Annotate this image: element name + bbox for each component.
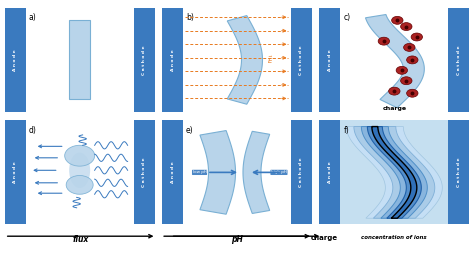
Polygon shape (69, 20, 90, 99)
Text: d): d) (29, 126, 36, 134)
Ellipse shape (66, 175, 93, 194)
Circle shape (411, 33, 422, 41)
Text: A n o d e: A n o d e (171, 162, 174, 183)
Text: e): e) (186, 126, 194, 134)
Bar (5, 120, 26, 224)
Polygon shape (354, 127, 435, 218)
Polygon shape (346, 127, 442, 218)
Bar (291, 120, 312, 224)
Polygon shape (361, 127, 427, 218)
Text: $\vec{E}$: $\vec{E}$ (267, 55, 273, 66)
Circle shape (401, 23, 412, 31)
Circle shape (378, 37, 390, 45)
Circle shape (396, 66, 408, 74)
Text: A n o d e: A n o d e (328, 162, 332, 183)
Text: f): f) (343, 126, 349, 134)
Text: C a t h o d e: C a t h o d e (142, 158, 146, 187)
Bar (134, 120, 155, 224)
Text: pH: pH (231, 235, 243, 244)
Text: concentration of ions: concentration of ions (361, 235, 426, 240)
Text: charge: charge (382, 106, 406, 111)
Circle shape (407, 89, 418, 97)
Text: A n o d e: A n o d e (13, 162, 17, 183)
Text: C a t h o d e: C a t h o d e (142, 45, 146, 75)
Text: flux: flux (73, 235, 89, 244)
Text: C a t h o d e: C a t h o d e (457, 158, 461, 187)
Text: high pH: high pH (271, 170, 287, 174)
Polygon shape (200, 130, 236, 214)
Bar (134, 8, 155, 112)
Text: A n o d e: A n o d e (328, 49, 332, 71)
Text: C a t h o d e: C a t h o d e (300, 45, 303, 75)
Bar (5, 8, 26, 112)
Circle shape (407, 56, 418, 64)
Text: a): a) (29, 13, 36, 22)
Polygon shape (372, 127, 417, 218)
Bar (319, 120, 340, 224)
Text: c): c) (343, 13, 350, 22)
Bar (319, 8, 340, 112)
Bar (162, 8, 183, 112)
Bar (448, 8, 469, 112)
Text: C a t h o d e: C a t h o d e (300, 158, 303, 187)
Circle shape (401, 77, 412, 85)
Text: low pH: low pH (192, 170, 207, 174)
Text: A n o d e: A n o d e (171, 49, 174, 71)
Bar (448, 120, 469, 224)
Circle shape (404, 43, 415, 51)
Polygon shape (365, 15, 424, 108)
Text: charge: charge (311, 235, 338, 241)
Text: A n o d e: A n o d e (13, 49, 17, 71)
Circle shape (389, 87, 400, 95)
Circle shape (392, 16, 403, 24)
Ellipse shape (64, 145, 95, 166)
Polygon shape (227, 16, 263, 104)
Text: b): b) (186, 13, 194, 22)
Bar (291, 8, 312, 112)
Bar (162, 120, 183, 224)
Polygon shape (367, 127, 421, 218)
Polygon shape (243, 131, 270, 213)
Text: C a t h o d e: C a t h o d e (457, 45, 461, 75)
Ellipse shape (69, 153, 90, 188)
